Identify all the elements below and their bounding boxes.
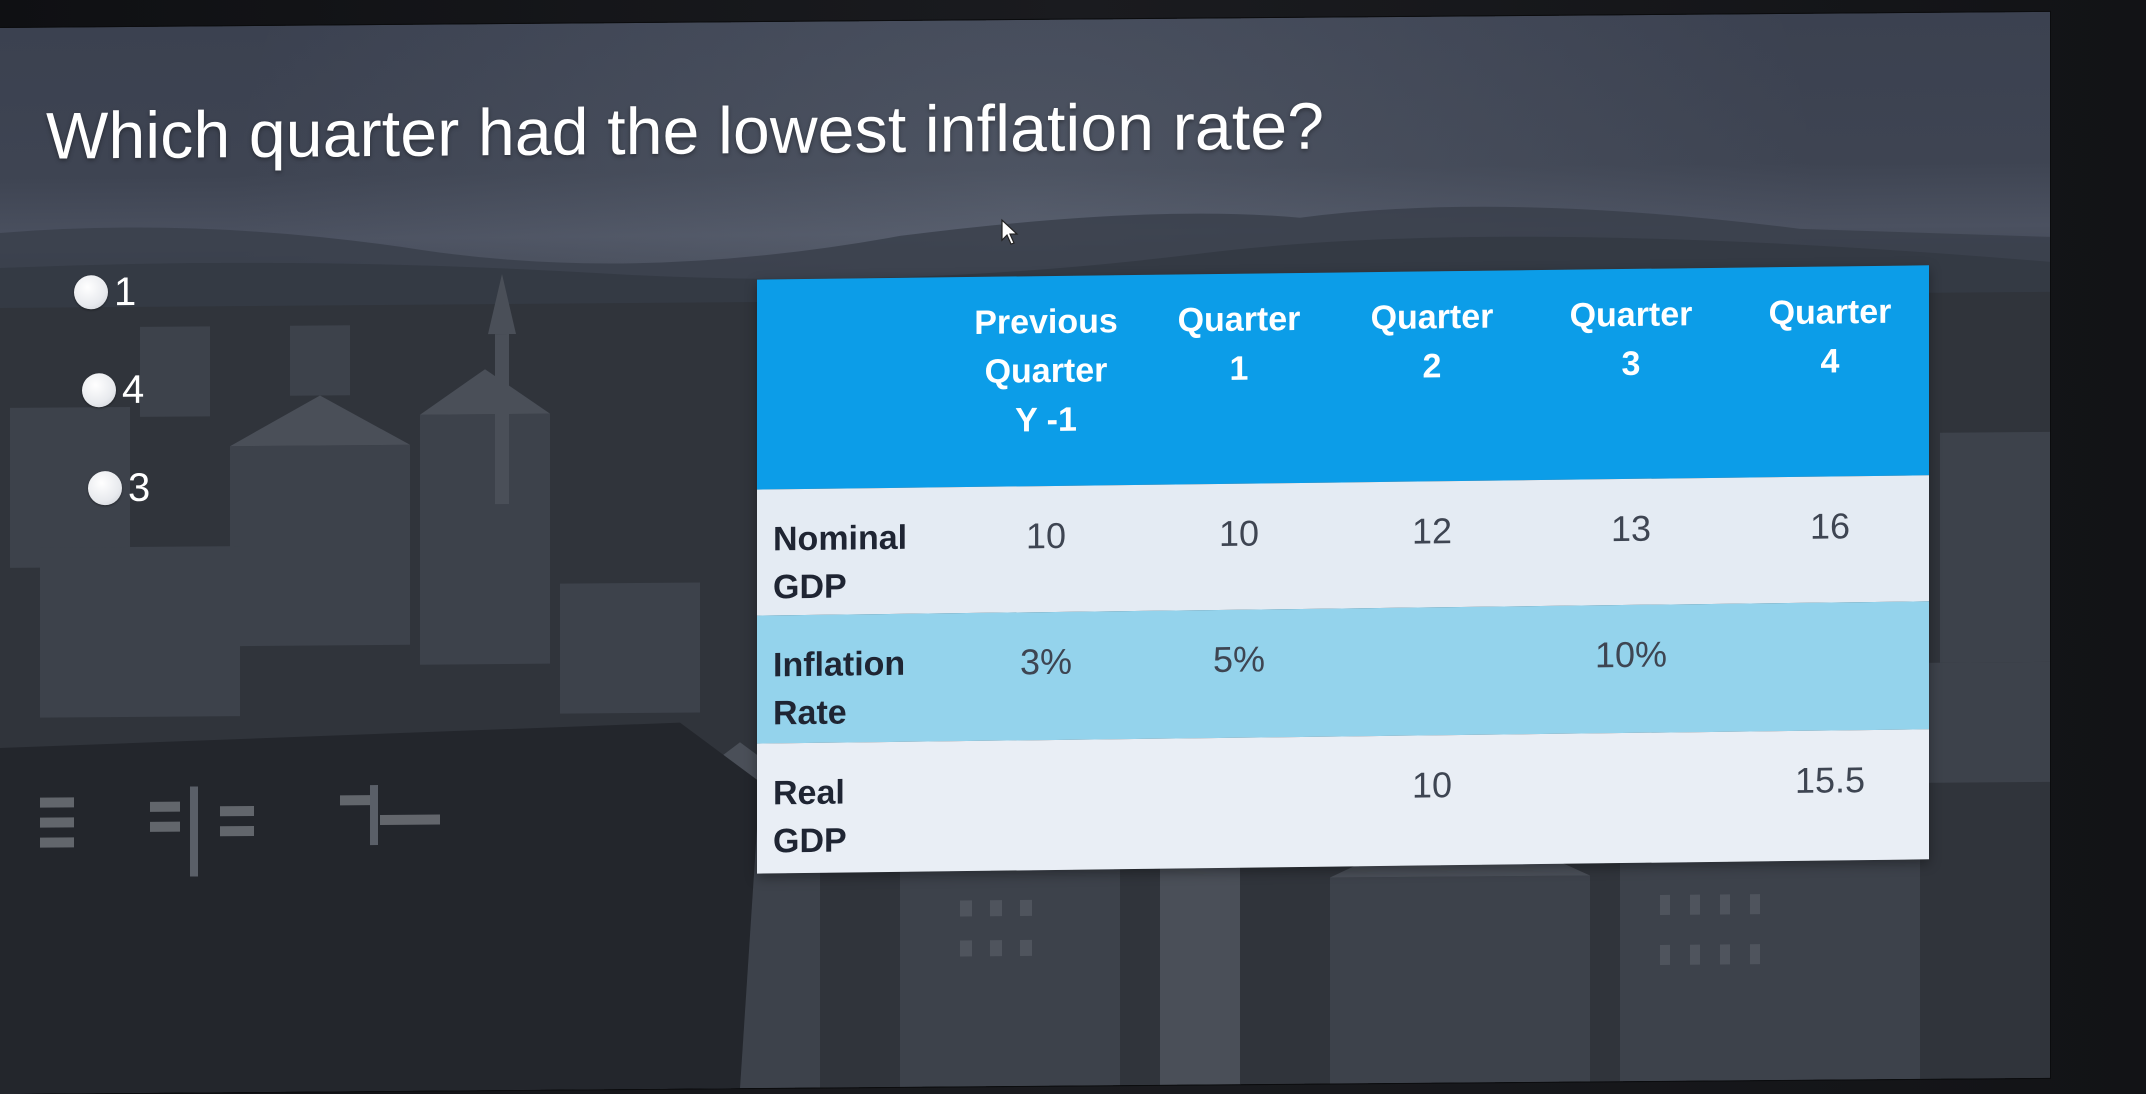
table-cell: [1145, 737, 1333, 869]
row-label: Nominal GDP: [773, 518, 908, 607]
table-cell: 10%: [1594, 633, 1668, 676]
table-cell: 10: [1411, 764, 1453, 806]
city-background-image: [0, 206, 2050, 1094]
table-cell: [1731, 601, 1929, 731]
table-cell: 5%: [1212, 638, 1266, 681]
answer-option-2[interactable]: 4: [82, 367, 150, 413]
table-header-cell: Quarter 3: [1569, 295, 1693, 384]
table-header-cell: Quarter 4: [1768, 292, 1892, 381]
table-header-row: Previous Quarter Y -1 Quarter 1 Quarter …: [757, 265, 1929, 490]
table-cell: [1333, 606, 1531, 736]
table-header-cell: Previous Quarter Y -1: [974, 302, 1118, 440]
radio-dot-icon[interactable]: [88, 471, 122, 506]
table-cell: [1531, 732, 1731, 864]
slide-title: Which quarter had the lowest inflation r…: [46, 88, 1325, 173]
table-cell: 10: [1025, 514, 1067, 557]
answer-option-label: 4: [122, 367, 145, 413]
answer-option-label: 1: [114, 269, 137, 315]
table-row: Real GDP 10 15.5: [757, 729, 1929, 874]
table-cell: [947, 739, 1145, 871]
table-cell: 16: [1809, 505, 1851, 547]
table-cell: 3%: [1019, 640, 1073, 683]
radio-dot-icon[interactable]: [82, 373, 116, 408]
table-cell: 12: [1411, 510, 1453, 552]
table-row: Inflation Rate 3% 5% 10%: [757, 601, 1929, 744]
table-row: Nominal GDP 10 10 12 13 16: [757, 475, 1929, 616]
mouse-pointer-icon: [1001, 218, 1019, 245]
table-cell: 15.5: [1794, 759, 1866, 801]
answer-option-1[interactable]: 1: [74, 269, 150, 315]
answer-option-3[interactable]: 3: [88, 465, 151, 510]
table-cell: 13: [1610, 507, 1652, 550]
presentation-slide: Which quarter had the lowest inflation r…: [0, 11, 2050, 1094]
table-cell: 10: [1218, 512, 1260, 554]
radio-dot-icon[interactable]: [74, 275, 108, 310]
answer-options: 1 4 3: [74, 269, 151, 567]
gdp-inflation-table: Previous Quarter Y -1 Quarter 1 Quarter …: [757, 265, 1929, 874]
table-header-cell: [757, 277, 947, 489]
row-label: Real GDP: [773, 773, 847, 861]
table-header-cell: Quarter 2: [1370, 297, 1494, 386]
answer-option-label: 3: [128, 465, 151, 510]
row-label: Inflation Rate: [773, 644, 906, 733]
table-header-cell: Quarter 1: [1177, 299, 1301, 388]
